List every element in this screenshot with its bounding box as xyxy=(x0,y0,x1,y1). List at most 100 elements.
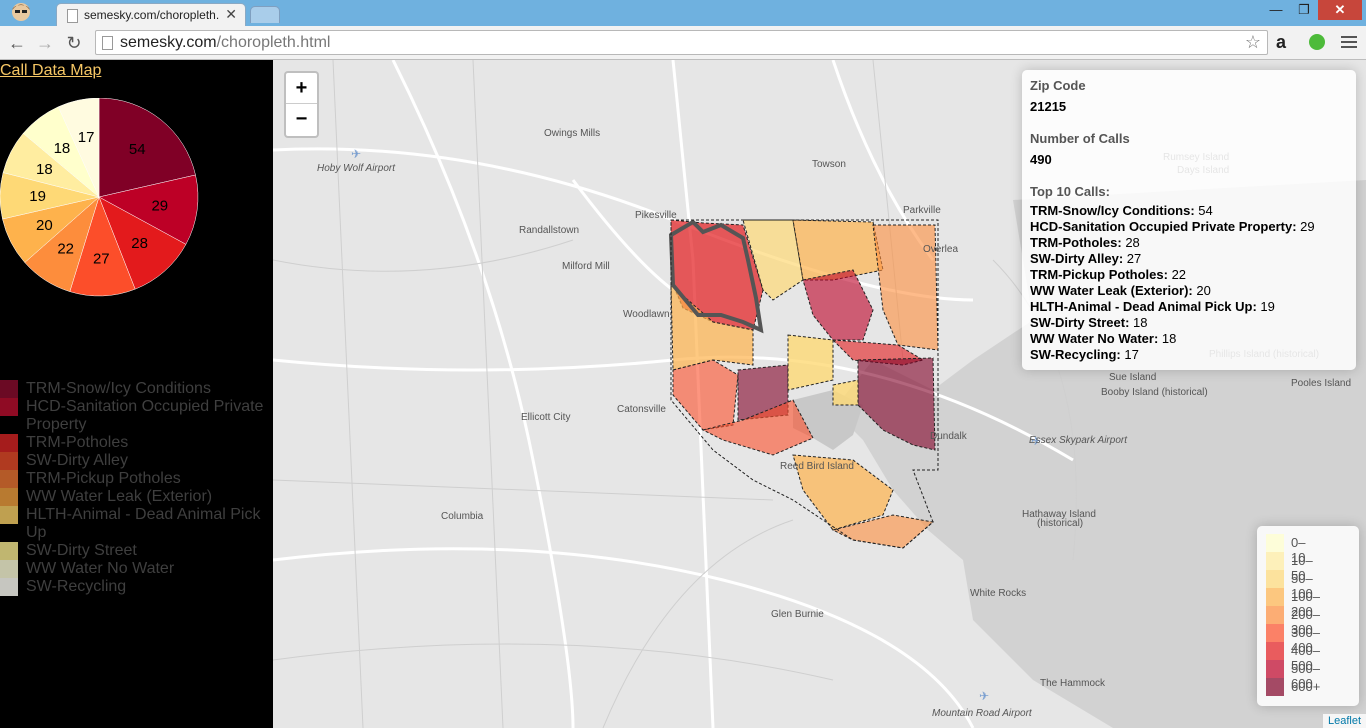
legend-label: 0–10 xyxy=(1291,535,1306,565)
legend-swatch xyxy=(0,380,18,398)
browser-toolbar: ← → ↻ semesky.com/choropleth.html ☆ a xyxy=(0,26,1366,60)
map[interactable]: ✈ ✈ ✈ Owings Mills Hoby Wolf Airport Towso… xyxy=(273,60,1366,728)
legend-label: 100–200 xyxy=(1291,589,1320,619)
new-tab-button[interactable] xyxy=(250,6,280,23)
maximize-button[interactable]: ❐ xyxy=(1298,2,1310,17)
close-window-button[interactable]: ✕ xyxy=(1318,0,1362,20)
url-text: semesky.com/choropleth.html xyxy=(120,34,330,52)
top-call-item: WW Water Leak (Exterior): 20 xyxy=(1030,283,1315,299)
close-tab-icon[interactable]: ✕ xyxy=(225,6,237,22)
pie-slice-label: 17 xyxy=(78,129,95,146)
place-label: Hoby Wolf Airport xyxy=(317,163,395,174)
pie-slice xyxy=(98,174,199,245)
legend-swatch xyxy=(0,560,18,578)
url-path: /choropleth.html xyxy=(216,34,331,51)
address-bar[interactable]: semesky.com/choropleth.html ☆ xyxy=(95,30,1268,55)
legend-label: 50–100 xyxy=(1291,571,1313,601)
pie-slice-label: 29 xyxy=(151,197,168,214)
legend-label: 10–50 xyxy=(1291,553,1313,583)
call-count: 22 xyxy=(1167,267,1187,282)
legend-item: SW-Dirty Street xyxy=(0,542,268,560)
place-label: Milford Mill xyxy=(562,261,610,272)
menu-icon[interactable] xyxy=(1341,33,1357,51)
zip-region[interactable] xyxy=(792,454,894,531)
legend-swatch xyxy=(0,578,18,596)
legend-swatch xyxy=(0,470,18,488)
map-legend: 0–10 10–50 50–100 100–200 200–300 300–400 400–… xyxy=(1257,526,1359,706)
call-count: 20 xyxy=(1192,283,1211,298)
place-label: Pikesville xyxy=(635,210,677,221)
top-call-item: WW Water No Water: 18 xyxy=(1030,331,1315,347)
place-label: (historical) xyxy=(1037,518,1084,529)
place-label: Reed Bird Island xyxy=(780,461,854,472)
back-button[interactable]: ← xyxy=(8,33,26,53)
call-name: HCD-Sanitation Occupied Private Property… xyxy=(1030,219,1297,234)
legend-swatch xyxy=(1266,660,1284,678)
legend-label: WW Water No Water xyxy=(26,560,175,577)
zoom-in-button[interactable]: + xyxy=(286,73,317,104)
call-name: TRM-Snow/Icy Conditions: xyxy=(1030,203,1195,218)
zoom-out-button[interactable]: − xyxy=(295,108,308,130)
call-name: SW-Dirty Street: xyxy=(1030,315,1130,330)
airport-icon: ✈ xyxy=(351,147,361,161)
zip-region[interactable] xyxy=(742,219,804,301)
place-label: Pooles Island xyxy=(1291,378,1352,389)
zip-region[interactable] xyxy=(787,334,834,391)
call-name: SW-Recycling: xyxy=(1030,347,1121,362)
zoom-control: + − xyxy=(284,71,319,138)
call-count: 54 xyxy=(1194,203,1213,218)
top-calls-list: TRM-Snow/Icy Conditions: 54 HCD-Sanitatio… xyxy=(1030,203,1315,363)
legend-item: WW Water No Water xyxy=(0,560,268,578)
call-name: TRM-Pickup Potholes: xyxy=(1030,267,1168,282)
call-count: 27 xyxy=(1123,251,1142,266)
place-label: Mountain Road Airport xyxy=(932,708,1032,719)
top-call-item: SW-Recycling: 17 xyxy=(1030,347,1315,363)
zip-region[interactable] xyxy=(857,357,936,451)
page-icon xyxy=(102,36,113,50)
legend-swatch xyxy=(1266,534,1284,552)
legend-item: SW-Recycling xyxy=(0,578,268,596)
pie-slice xyxy=(98,98,196,198)
bookmark-star-icon[interactable]: ☆ xyxy=(1244,32,1261,52)
zip-region[interactable] xyxy=(832,379,859,406)
place-label: Hathaway Island xyxy=(1022,509,1096,520)
call-count: 17 xyxy=(1120,347,1139,362)
call-name: SW-Dirty Alley: xyxy=(1030,251,1124,266)
minimize-button[interactable]: — xyxy=(1269,2,1283,17)
legend-swatch xyxy=(0,434,18,452)
amazon-extension-icon[interactable]: a xyxy=(1276,32,1287,52)
call-name: HLTH-Animal - Dead Animal Pick Up: xyxy=(1030,299,1257,314)
place-label: The Hammock xyxy=(1040,678,1106,689)
legend-swatch xyxy=(1266,642,1284,660)
pie-slice-label: 18 xyxy=(54,140,71,157)
legend-swatch xyxy=(1266,588,1284,606)
pie-legend: TRM-Snow/Icy Conditions HCD-Sanitation Oc… xyxy=(0,380,268,596)
reload-button[interactable]: ↻ xyxy=(66,33,82,53)
call-data-map-link[interactable]: Call Data Map xyxy=(0,62,102,79)
legend-label: 200–300 xyxy=(1291,607,1320,637)
legend-swatch xyxy=(1266,624,1284,642)
profile-avatar-icon[interactable] xyxy=(6,1,36,25)
zip-region[interactable] xyxy=(872,224,939,351)
place-label: White Rocks xyxy=(970,588,1027,599)
zip-region[interactable] xyxy=(701,399,814,456)
legend-swatch xyxy=(0,398,18,416)
legend-item: TRM-Potholes xyxy=(0,434,268,452)
place-label: Sue Island xyxy=(1109,372,1157,383)
evernote-extension-icon[interactable] xyxy=(1309,34,1325,50)
zip-region[interactable] xyxy=(802,269,874,341)
zip-region[interactable] xyxy=(792,219,884,281)
pie-slice-label: 20 xyxy=(36,217,53,234)
top-calls-label: Top 10 Calls: xyxy=(1030,184,1110,199)
browser-tab[interactable]: semesky.com/choropleth. ✕ xyxy=(56,3,246,26)
call-count: 19 xyxy=(1256,299,1275,314)
airport-icon: ✈ xyxy=(1031,434,1041,448)
legend-label: WW Water Leak (Exterior) xyxy=(26,488,213,505)
place-label: Randallstown xyxy=(519,225,580,236)
selected-zip-outline xyxy=(668,219,764,334)
pie-slice xyxy=(69,196,136,297)
forward-button[interactable]: → xyxy=(36,33,54,53)
leaflet-attribution-link[interactable]: Leaflet xyxy=(1322,714,1366,728)
legend-swatch xyxy=(1266,678,1284,696)
place-label: Dundalk xyxy=(930,431,967,442)
